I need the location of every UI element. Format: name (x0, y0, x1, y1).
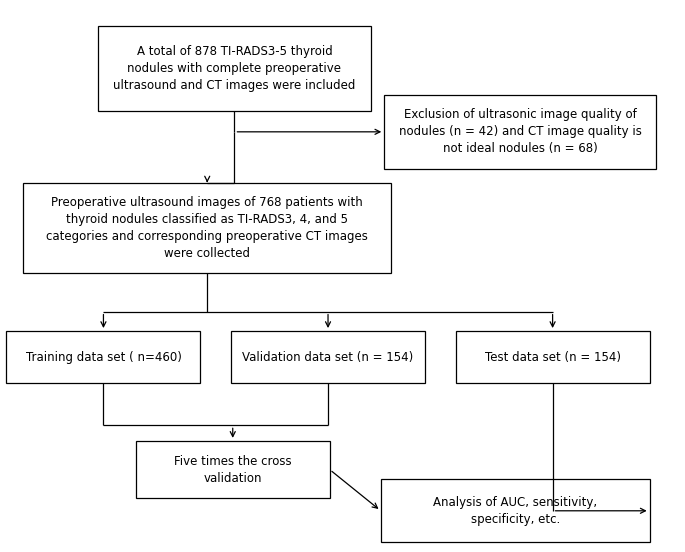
Text: Analysis of AUC, sensitivity,
specificity, etc.: Analysis of AUC, sensitivity, specificit… (433, 496, 597, 526)
Text: A total of 878 TI-RADS3-5 thyroid
nodules with complete preoperative
ultrasound : A total of 878 TI-RADS3-5 thyroid nodule… (113, 45, 356, 92)
Text: Preoperative ultrasound images of 768 patients with
thyroid nodules classified a: Preoperative ultrasound images of 768 pa… (47, 196, 368, 260)
FancyBboxPatch shape (381, 479, 649, 543)
FancyBboxPatch shape (99, 26, 371, 112)
FancyBboxPatch shape (23, 183, 391, 273)
Text: Validation data set (n = 154): Validation data set (n = 154) (242, 351, 414, 364)
Text: Five times the cross
validation: Five times the cross validation (174, 455, 292, 485)
Text: Test data set (n = 154): Test data set (n = 154) (484, 351, 621, 364)
FancyBboxPatch shape (384, 95, 656, 169)
FancyBboxPatch shape (136, 440, 329, 498)
Text: Exclusion of ultrasonic image quality of
nodules (n = 42) and CT image quality i: Exclusion of ultrasonic image quality of… (399, 108, 642, 155)
FancyBboxPatch shape (6, 331, 201, 383)
Text: Training data set ( n=460): Training data set ( n=460) (25, 351, 182, 364)
FancyBboxPatch shape (231, 331, 425, 383)
FancyBboxPatch shape (456, 331, 649, 383)
